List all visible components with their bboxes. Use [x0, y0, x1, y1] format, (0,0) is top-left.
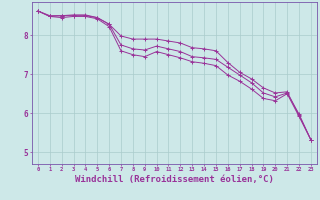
- X-axis label: Windchill (Refroidissement éolien,°C): Windchill (Refroidissement éolien,°C): [75, 175, 274, 184]
